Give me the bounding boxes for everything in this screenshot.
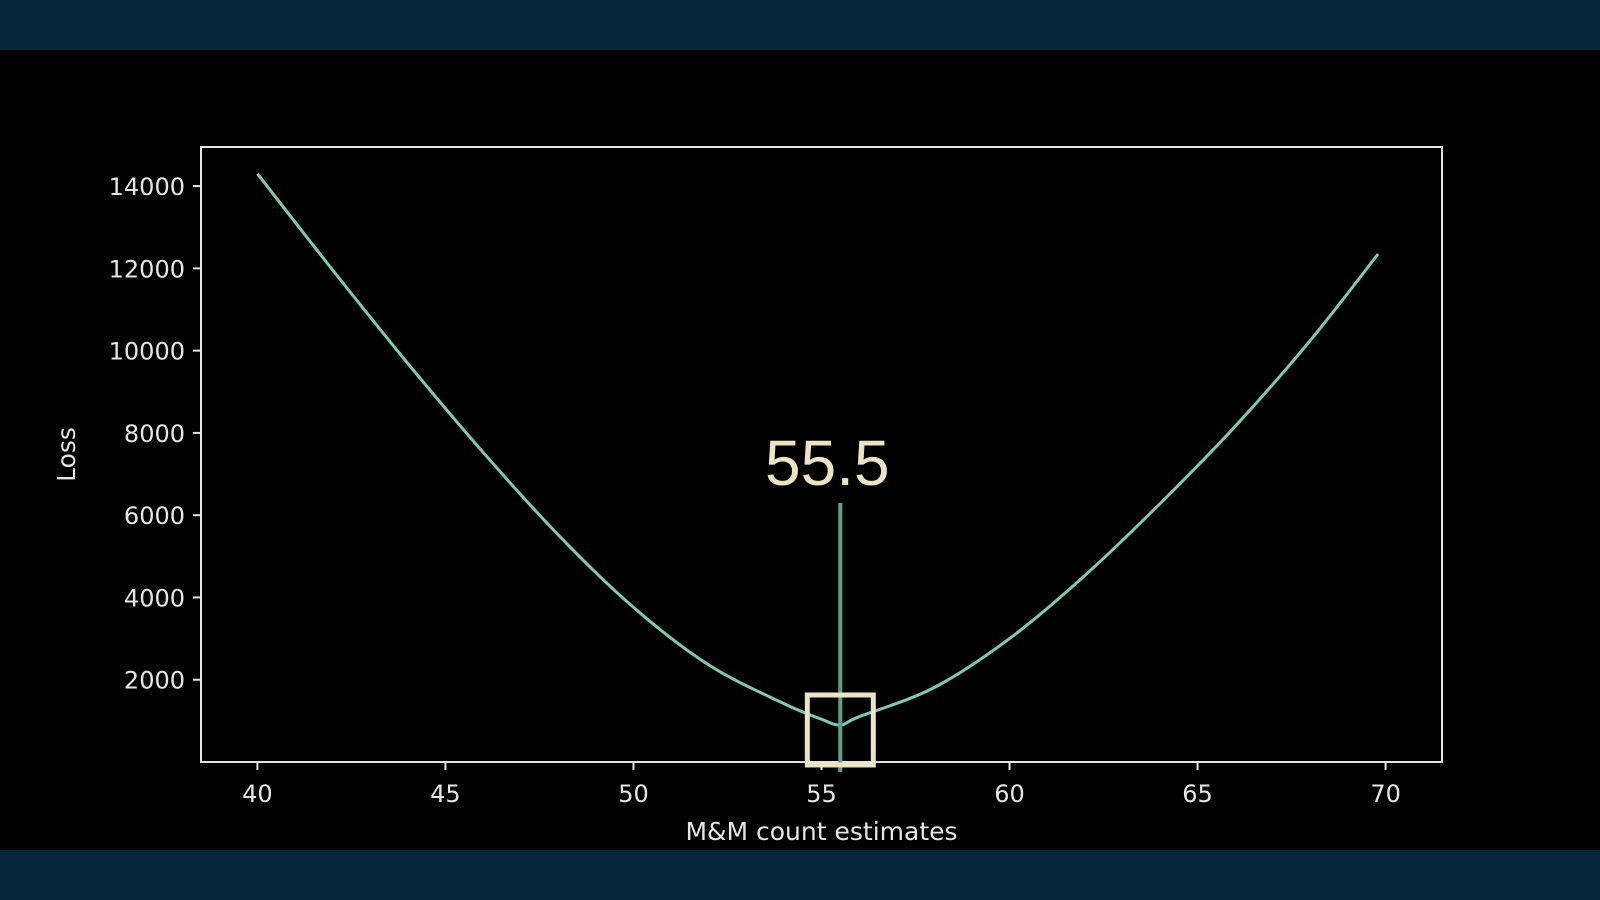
y-tick-label: 8000 (124, 420, 185, 448)
y-tick-label: 6000 (124, 502, 185, 530)
x-tick-label: 50 (618, 780, 649, 808)
x-tick-label: 70 (1370, 780, 1401, 808)
x-tick-label: 40 (242, 780, 273, 808)
x-tick-label: 60 (994, 780, 1025, 808)
x-axis-ticks: 40 45 50 55 60 65 70 (242, 762, 1401, 808)
y-tick-label: 4000 (124, 584, 185, 612)
y-tick-label: 2000 (124, 667, 185, 695)
y-tick-label: 10000 (109, 338, 185, 366)
minimum-highlight-box (804, 692, 876, 768)
x-tick-label: 45 (430, 780, 461, 808)
top-band (0, 0, 1600, 50)
minimum-annotation-label: 55.5 (765, 427, 890, 499)
x-tick-label: 65 (1182, 780, 1213, 808)
x-tick-label: 55 (806, 780, 837, 808)
y-tick-label: 12000 (109, 255, 185, 283)
y-axis-ticks: 2000 4000 6000 8000 10000 12000 14000 (109, 173, 201, 695)
y-tick-label: 14000 (109, 173, 185, 201)
bottom-band (0, 850, 1600, 900)
y-axis-label: Loss (52, 427, 81, 482)
x-axis-label: M&M count estimates (685, 817, 957, 846)
loss-curve (256, 172, 1380, 727)
